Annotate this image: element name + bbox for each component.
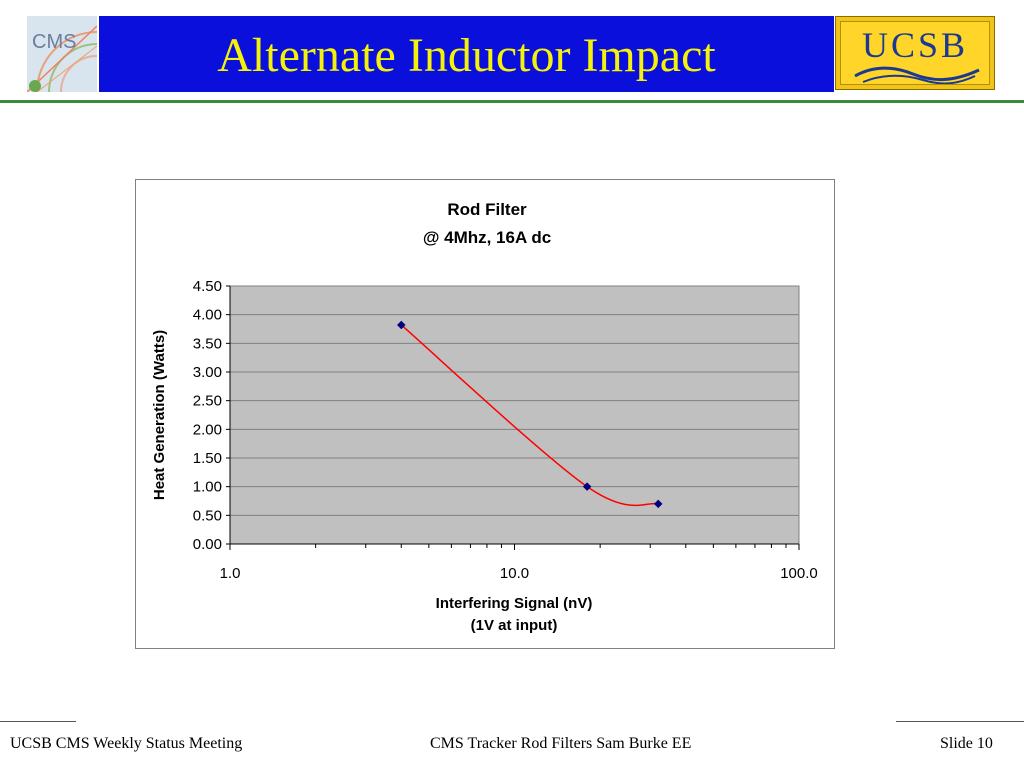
y-tick-label: 0.50 xyxy=(193,507,222,524)
data-point xyxy=(582,482,592,491)
data-series xyxy=(397,320,663,509)
chart-frame: Rod Filter @ 4Mhz, 16A dc 0.00 0.50 1.00 1.… xyxy=(135,179,835,649)
chart-subtitle: @ 4Mhz, 16A dc xyxy=(423,228,551,247)
ucsb-logo-text: UCSB xyxy=(861,25,969,65)
y-tick-label: 1.50 xyxy=(193,450,222,467)
x-tick-label: 10.0 xyxy=(500,565,529,582)
x-axis-label: Interfering Signal (nV) xyxy=(436,595,593,612)
data-point xyxy=(397,320,406,330)
slide-title: Alternate Inductor Impact xyxy=(217,29,716,82)
data-point xyxy=(653,499,663,509)
footer-meeting: UCSB CMS Weekly Status Meeting xyxy=(10,735,243,752)
y-tick-label: 0.00 xyxy=(193,536,222,553)
y-tick-label: 2.00 xyxy=(193,421,222,438)
footer-rule-right xyxy=(896,721,1024,722)
cms-logo-graphic: CMS xyxy=(27,25,97,92)
chart-title: Rod Filter xyxy=(447,200,527,219)
header-rule xyxy=(0,100,1024,103)
y-tick-label: 1.00 xyxy=(193,479,222,496)
y-tick-label: 3.00 xyxy=(193,364,222,381)
ucsb-logo: UCSB xyxy=(835,16,995,90)
footer-rule-left xyxy=(0,721,76,722)
slide-number: Slide 10 xyxy=(940,735,993,752)
footer-presentation: CMS Tracker Rod Filters Sam Burke EE xyxy=(430,735,692,752)
wave-icon xyxy=(854,66,980,84)
x-tick-label: 1.0 xyxy=(220,565,241,582)
grid-lines xyxy=(230,314,799,516)
axes: 0.00 0.50 1.00 1.50 2.00 2.50 3.00 3.50 4.00 4.50… xyxy=(193,278,818,582)
y-axis-label: Heat Generation (Watts) xyxy=(151,330,168,500)
y-tick-label: 2.50 xyxy=(193,393,222,410)
y-tick-label: 3.50 xyxy=(193,335,222,352)
cms-logo-text: CMS xyxy=(32,31,76,53)
cms-logo: CMS xyxy=(27,16,97,92)
y-tick-label: 4.50 xyxy=(193,278,222,295)
y-tick-label: 4.00 xyxy=(193,307,222,324)
title-bar: Alternate Inductor Impact xyxy=(99,16,834,92)
series-line xyxy=(400,324,659,507)
plot-area xyxy=(229,285,800,545)
x-axis-sublabel: (1V at input) xyxy=(471,617,558,634)
x-tick-label: 100.0 xyxy=(780,565,818,582)
ucsb-logo-panel: UCSB xyxy=(840,21,990,85)
chart-svg: Rod Filter @ 4Mhz, 16A dc 0.00 0.50 1.00 1.… xyxy=(151,200,818,634)
